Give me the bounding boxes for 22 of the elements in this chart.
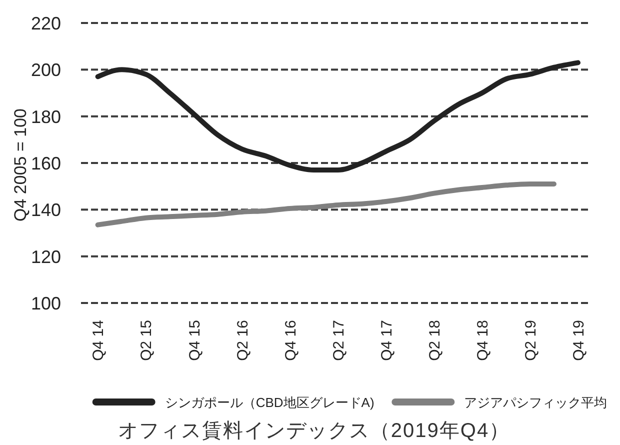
x-tick-label: Q2 16 xyxy=(234,320,252,361)
x-tick-label: Q2 15 xyxy=(138,320,156,361)
x-tick-label: Q2 18 xyxy=(426,320,444,361)
y-tick-label: 180 xyxy=(30,106,61,127)
x-tick-label: Q2 19 xyxy=(522,320,540,361)
x-tick-label: Q2 17 xyxy=(330,320,348,361)
x-tick-label: Q4 16 xyxy=(282,320,300,361)
x-tick-label: Q4 18 xyxy=(474,320,492,361)
legend-label: シンガポール（CBD地区グレードA) xyxy=(164,395,374,410)
text: オフィス賃料インデックス（2019年Q4） xyxy=(118,420,510,442)
legend-label: アジアパシフィック平均 xyxy=(464,395,608,410)
y-tick-label: 220 xyxy=(30,13,61,34)
y-tick-label: 140 xyxy=(30,200,61,220)
y-tick-label: 120 xyxy=(30,246,61,267)
x-tick-label: Q4 14 xyxy=(90,320,108,361)
y-tick-label: 160 xyxy=(30,153,61,174)
x-tick-label: Q4 15 xyxy=(186,320,204,361)
y-axis-title: Q4 2005 = 100 xyxy=(11,108,30,222)
x-tick-label: Q4 17 xyxy=(378,320,396,361)
x-tick-label: Q4 19 xyxy=(570,320,588,361)
y-tick-label: 100 xyxy=(30,293,61,314)
y-tick-label: 200 xyxy=(30,60,61,80)
